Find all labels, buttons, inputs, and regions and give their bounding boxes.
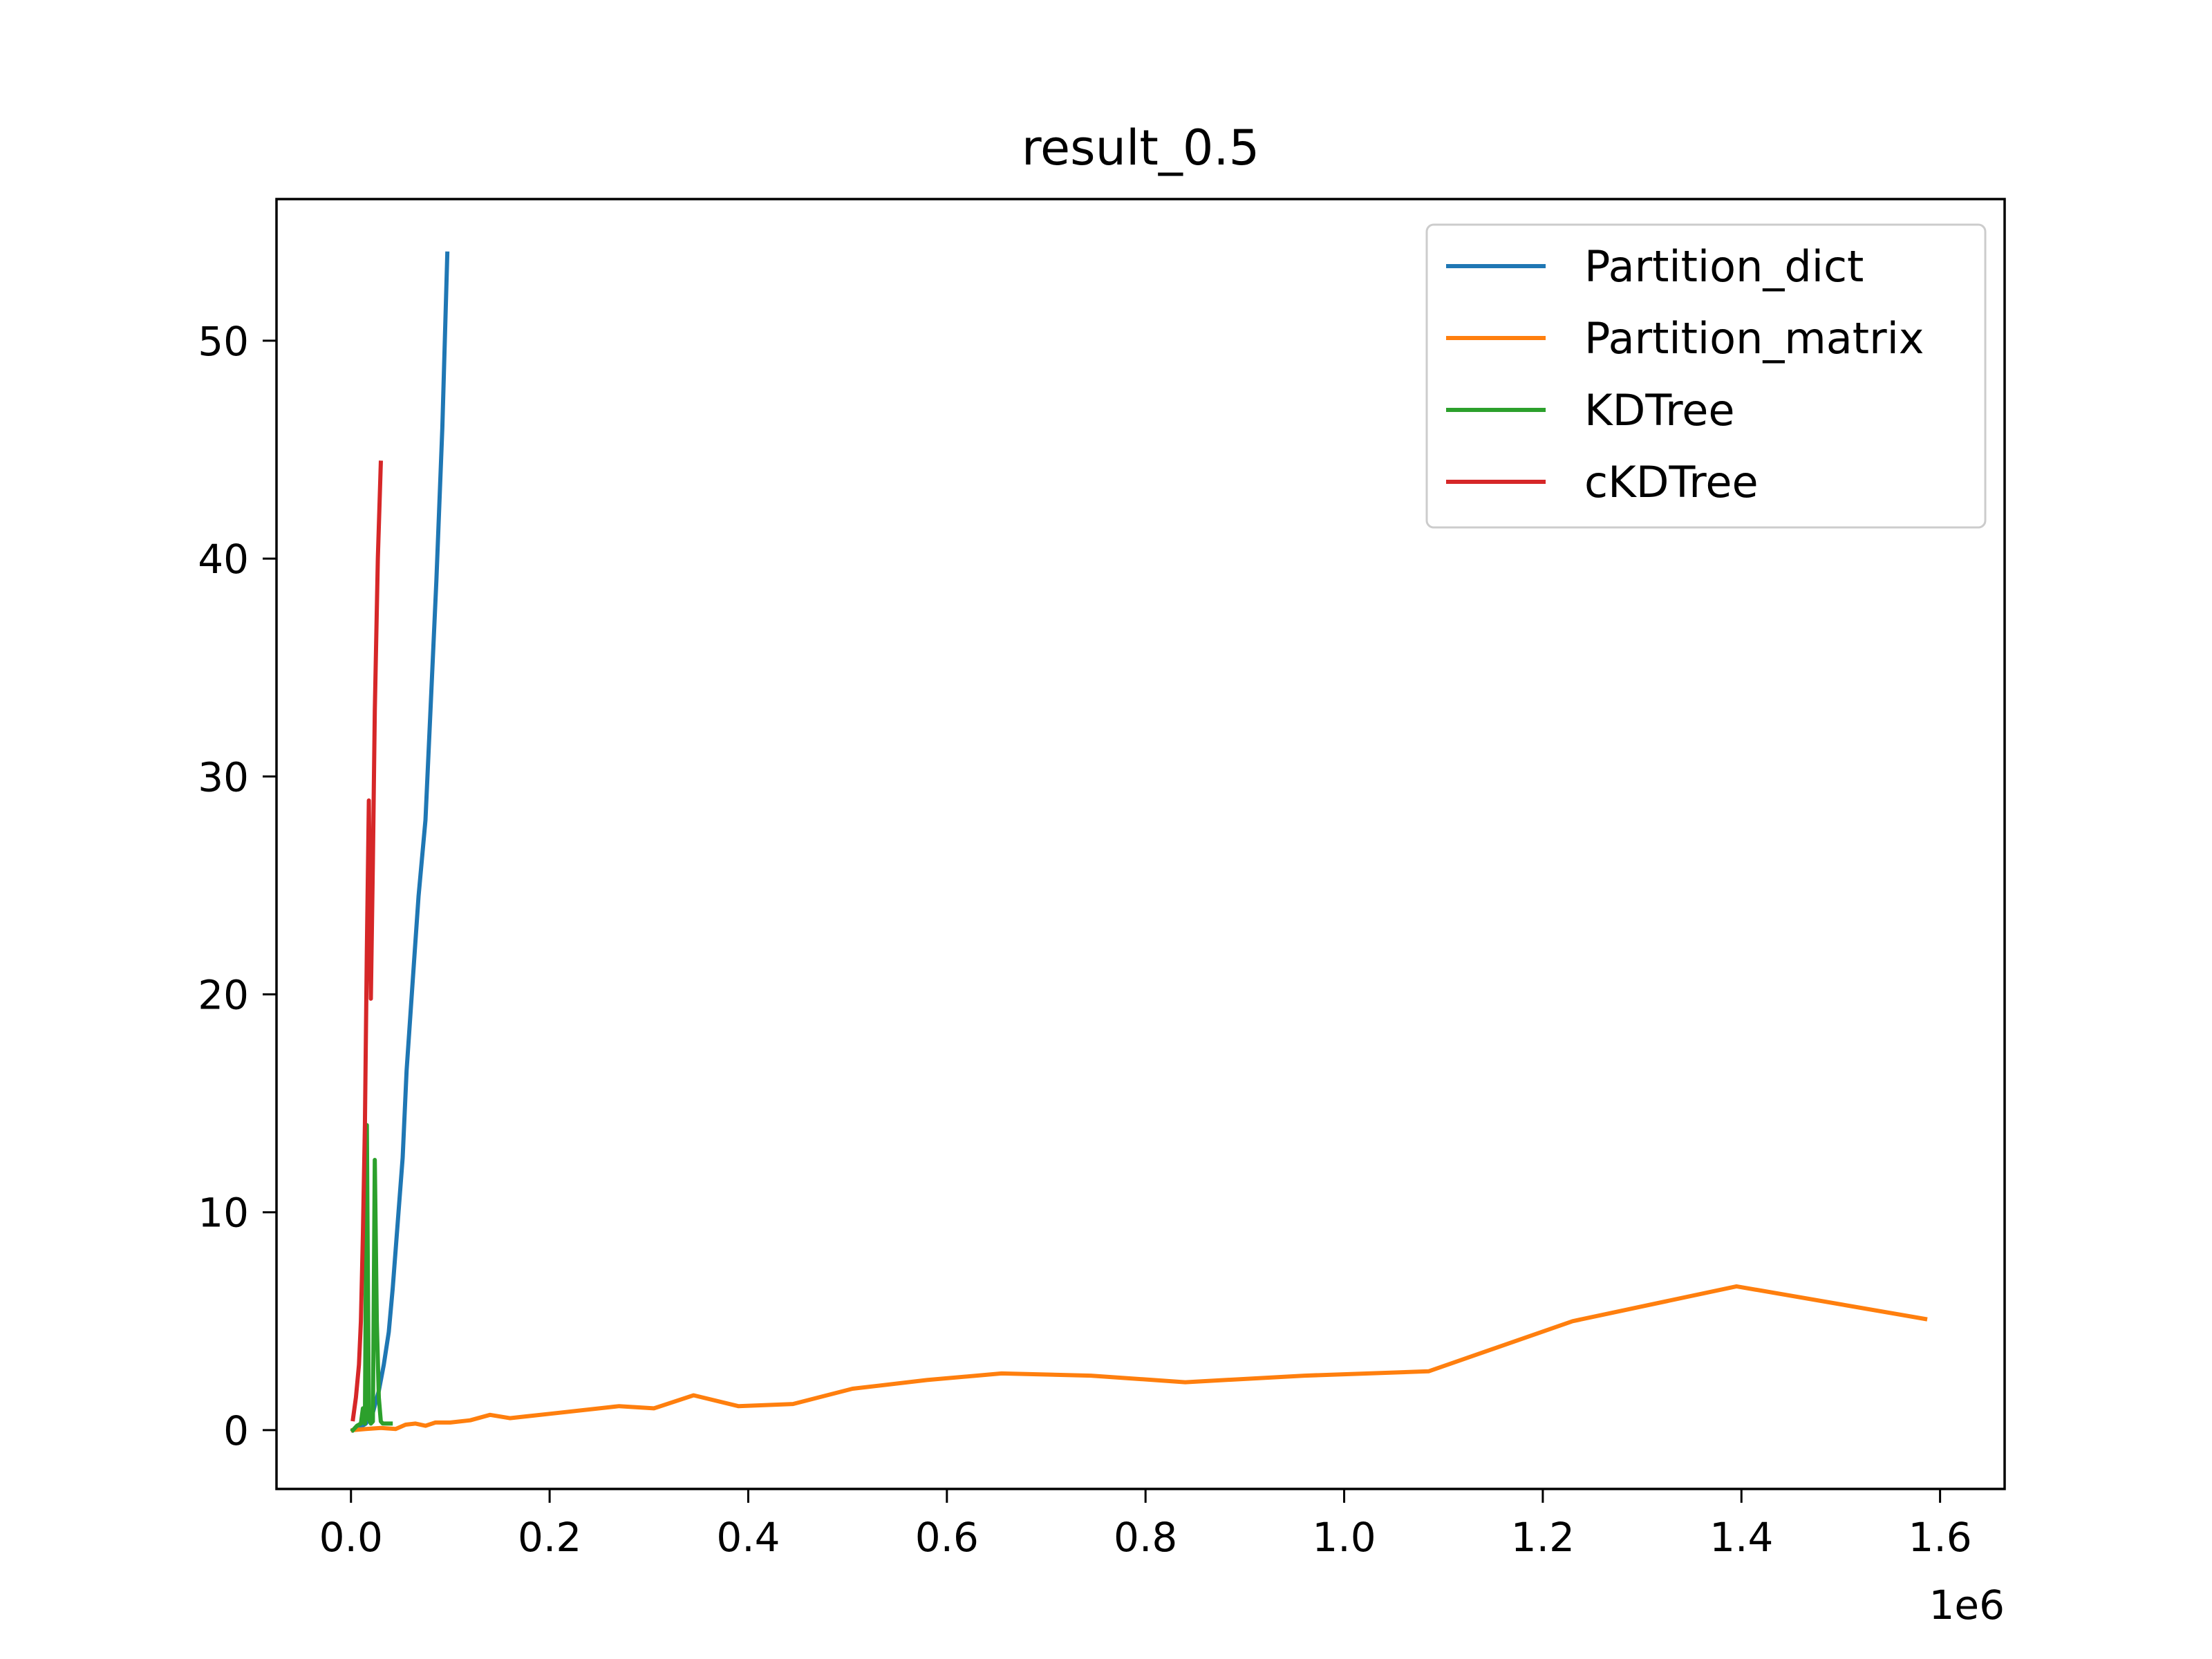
y-tick-label: 40 [198, 536, 249, 583]
x-tick-label: 1.2 [1511, 1514, 1575, 1561]
x-axis-offset-label: 1e6 [1929, 1582, 2005, 1629]
axes-frame [275, 198, 2006, 1490]
plot-area [275, 198, 2006, 1490]
y-tick-label: 10 [198, 1190, 249, 1237]
series-line-kdtree [350, 1123, 393, 1434]
y-axis: 0 10 20 30 40 50 [198, 318, 276, 1454]
y-tick-label: 50 [198, 318, 249, 365]
x-tick-label: 0.0 [319, 1514, 383, 1561]
x-tick-label: 1.6 [1908, 1514, 1971, 1561]
series-line-partition-matrix [350, 1284, 1928, 1433]
x-axis: 0.0 0.2 0.4 0.6 0.8 1.0 1.2 1.4 1.6 [319, 1489, 1972, 1561]
x-tick-label: 0.2 [518, 1514, 581, 1561]
y-tick-label: 0 [223, 1407, 249, 1454]
chart-title: result_0.5 [1022, 120, 1259, 176]
x-tick-label: 0.8 [1114, 1514, 1177, 1561]
series-line-ckdtree [350, 460, 383, 1422]
legend-label: Partition_matrix [1584, 313, 1924, 364]
legend-label: Partition_dict [1584, 241, 1864, 292]
y-tick-label: 20 [198, 971, 249, 1018]
x-tick-label: 1.0 [1312, 1514, 1376, 1561]
legend-label: KDTree [1584, 385, 1735, 435]
x-tick-label: 0.4 [716, 1514, 780, 1561]
y-tick-label: 30 [198, 753, 249, 800]
x-tick-label: 1.4 [1709, 1514, 1773, 1561]
x-tick-label: 0.6 [915, 1514, 979, 1561]
legend-box [1425, 223, 1987, 529]
legend: Partition_dict Partition_matrix KDTree cKDT… [1425, 223, 1987, 529]
series-lines [350, 251, 1928, 1434]
legend-label: cKDTree [1584, 457, 1759, 507]
